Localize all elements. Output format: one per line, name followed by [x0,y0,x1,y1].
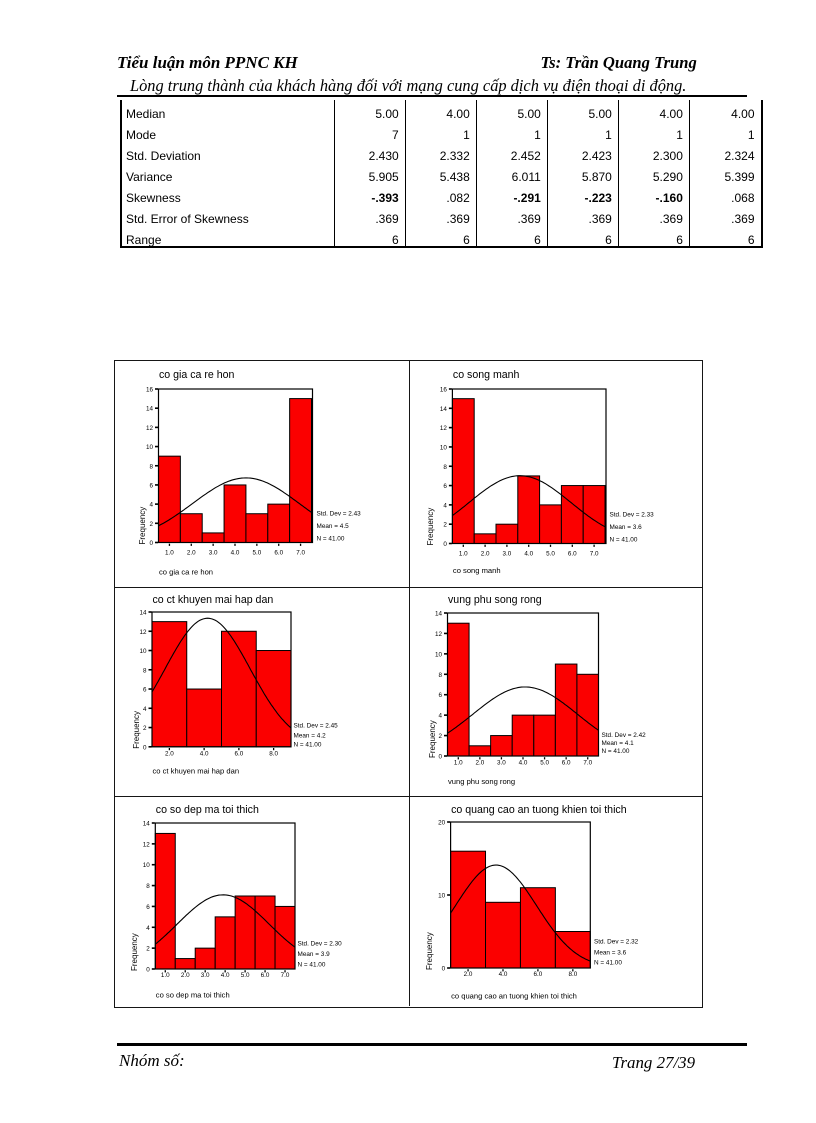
cell-value: 5.290 [617,162,690,184]
cell-value: 5.00 [475,99,548,121]
cell-value: .369 [475,204,548,226]
statistics-table-grid: Median 5.00 4.00 5.00 5.00 4.00 4.00 Mode 7 1 1 1 1 1… [122,99,761,246]
footer-group-label: Nhóm số: [119,1051,185,1070]
cell-value: 4.00 [617,99,690,121]
row-label: Variance [126,169,173,184]
grid-row-separator-1 [114,587,702,589]
header-teacher-name: Ts: Trần Quang Trung [540,53,697,72]
cell-value: -.160 [617,183,690,205]
table-row: Mode 7 1 1 1 1 1 [122,120,761,142]
cell-value: .369 [333,204,406,226]
row-label: Median [126,106,166,121]
header-course-title: Tiểu luận môn PPNC KH [117,52,298,72]
cell-value: 4.00 [404,99,477,121]
grid-column-separator [408,361,411,1006]
cell-value: 6 [475,225,548,246]
cell-value: -.291 [475,183,548,205]
table-row: Skewness -.393.082 -.291 -.223 -.160.068 [122,183,761,205]
cell-value: .068 [688,183,761,205]
row-label: Skewness [126,190,181,205]
cell-value: 5.438 [404,162,477,184]
header-rule [117,95,747,98]
cell-value: .369 [617,204,690,226]
cell-value: 1 [617,120,690,142]
cell-value: 2.300 [617,141,690,163]
cell-value: -.393 [333,183,406,205]
cell-value: 6 [333,225,406,246]
table-row: Std. Error of Skewness .369.369.369.369.3… [122,204,761,226]
chart-grid-frame [113,360,703,1008]
cell-value: 6.011 [475,162,548,184]
grid-row-separator-2 [114,795,702,797]
cell-value: 5.399 [688,162,761,184]
cell-value: 6 [688,225,761,246]
cell-value: 2.430 [333,141,406,163]
table-row: Range 6 6 6 6 6 6 [122,225,761,246]
cell-value: 6 [404,225,477,246]
row-label: Std. Error of Skewness [126,211,249,226]
table-row: Median 5.00 4.00 5.00 5.00 4.00 4.00 [122,99,761,121]
row-label: Range [126,232,162,246]
cell-value: 2.332 [404,141,477,163]
cell-value: 1 [688,120,761,142]
cell-value: .369 [688,204,761,226]
cell-value: 2.452 [475,141,548,163]
cell-value: 5.00 [333,99,406,121]
cell-value: 1 [404,120,477,142]
cell-value: 6 [546,225,619,246]
cell-value: 5.00 [546,99,619,121]
statistics-table: Median 5.00 4.00 5.00 5.00 4.00 4.00 Mode 7 1 1 1 1 1… [119,99,763,248]
footer-page-number: Trang 27/39 [612,1053,696,1072]
cell-value: .082 [404,183,477,205]
cell-value: 1 [475,120,548,142]
cell-value: 2.324 [688,141,761,163]
cell-value: 6 [617,225,690,246]
cell-value: .369 [404,204,477,226]
row-label: Std. Deviation [126,148,201,163]
row-label: Mode [126,127,157,142]
table-row: Variance 5.905 5.438 6.011 5.870 5.290 5.399 [122,162,761,184]
footer-rule [117,1043,747,1046]
cell-value: 1 [546,120,619,142]
cell-value: 7 [333,120,406,142]
cell-value: 2.423 [546,141,619,163]
cell-value: 5.870 [546,162,619,184]
header-subtitle: Lòng trung thành của khách hàng đối với … [130,76,687,95]
cell-value: 5.905 [333,162,406,184]
table-row: Std. Deviation 2.430 2.332 2.452 2.423 2.300 2… [122,141,761,163]
cell-value: .369 [546,204,619,226]
cell-value: 4.00 [688,99,761,121]
cell-value: -.223 [546,183,619,205]
